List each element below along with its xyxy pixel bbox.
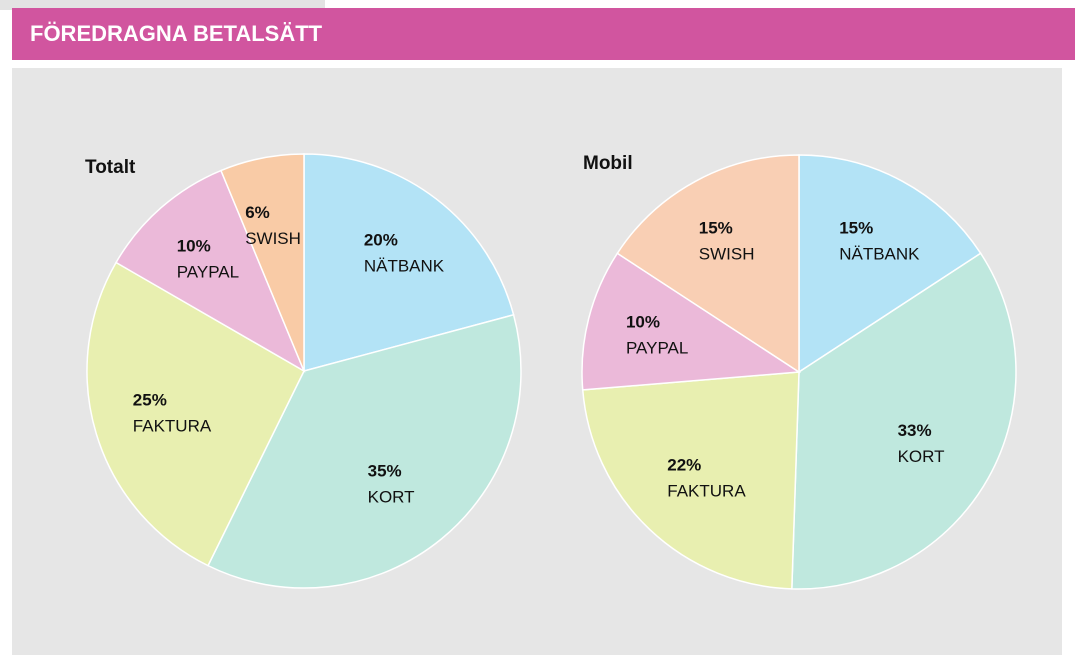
pie-slice xyxy=(303,153,515,372)
slice-value-label: 20% xyxy=(364,230,398,249)
pie-slice xyxy=(86,261,305,567)
pie-title: Totalt xyxy=(85,157,136,178)
slice-category-label: FAKTURA xyxy=(133,416,212,435)
pie-slice xyxy=(207,313,522,589)
slice-value-label: 15% xyxy=(839,219,873,238)
pie-slice xyxy=(798,154,982,374)
pie-slice xyxy=(616,154,800,374)
slice-category-label: PAYPAL xyxy=(626,338,688,357)
header-title: FÖREDRAGNA BETALSÄTT xyxy=(30,21,323,46)
slice-category-label: SWISH xyxy=(245,229,301,248)
slice-value-label: 15% xyxy=(699,219,733,238)
slice-category-label: FAKTURA xyxy=(667,481,746,500)
slice-category-label: KORT xyxy=(368,488,415,507)
slice-category-label: KORT xyxy=(898,447,945,466)
slice-value-label: 25% xyxy=(133,390,167,409)
slice-category-label: NÄTBANK xyxy=(364,256,445,275)
slice-category-label: PAYPAL xyxy=(177,263,239,282)
slice-value-label: 35% xyxy=(368,462,402,481)
slice-category-label: SWISH xyxy=(699,245,755,264)
pie-slice xyxy=(219,153,305,372)
pie-slice xyxy=(581,252,802,391)
pie-title: Mobil xyxy=(583,153,633,174)
pie-slice xyxy=(791,252,1017,590)
header-bar xyxy=(12,8,1075,60)
slice-value-label: 22% xyxy=(667,455,701,474)
pie-slice xyxy=(581,371,800,590)
slice-value-label: 10% xyxy=(177,237,211,256)
slice-category-label: NÄTBANK xyxy=(839,245,920,264)
slice-value-label: 33% xyxy=(898,421,932,440)
slice-value-label: 10% xyxy=(626,312,660,331)
tab xyxy=(0,0,325,10)
slice-value-label: 6% xyxy=(245,203,270,222)
pie-slice xyxy=(115,169,306,373)
